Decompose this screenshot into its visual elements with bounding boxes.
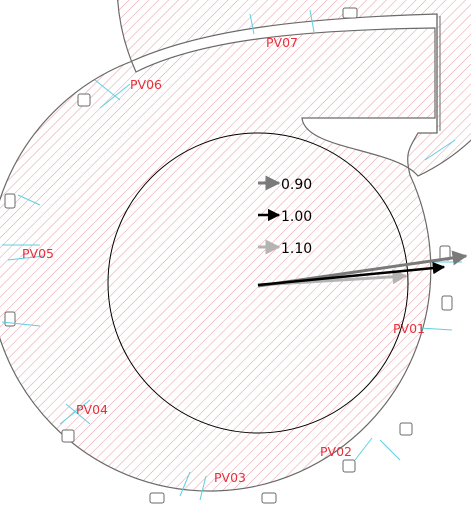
lug	[342, 7, 358, 19]
impeller-circle	[107, 132, 409, 434]
probe-marker	[379, 439, 401, 461]
probe-label-pv07: PV07	[266, 35, 298, 50]
probe-markers	[1, 9, 462, 501]
probe-label-pv01: PV01	[393, 321, 425, 336]
probe-marker	[199, 475, 207, 501]
volute-casing	[0, 0, 471, 492]
probe-label-pv05: PV05	[22, 246, 54, 261]
legend-label: 1.00	[281, 209, 312, 225]
legend-item-1-00: 1.00	[258, 208, 312, 225]
legend-item-0-90: 0.90	[258, 175, 312, 193]
probe-marker	[65, 403, 91, 425]
probe-labels: PV07 PV06 PV05 PV04 PV03 PV02 PV01	[22, 35, 425, 485]
legend: 0.90 1.00 1.10	[258, 175, 312, 257]
probe-label-pv02: PV02	[320, 444, 352, 459]
legend-label: 0.90	[281, 177, 312, 193]
probe-marker	[419, 327, 453, 331]
probe-marker	[424, 139, 456, 161]
probe-marker	[249, 13, 255, 35]
probe-marker	[354, 437, 373, 461]
probe-marker	[309, 9, 315, 33]
probe-marker	[7, 255, 45, 261]
velocity-vectors	[257, 250, 468, 288]
lug	[61, 429, 75, 443]
probe-marker	[1, 321, 41, 327]
probe-marker	[179, 471, 191, 497]
lug	[441, 295, 453, 311]
lug	[4, 193, 16, 209]
legend-label: 1.10	[281, 241, 312, 257]
probe-marker	[94, 79, 121, 101]
probe-label-pv03: PV03	[214, 470, 246, 485]
lug	[399, 422, 413, 436]
probe-label-pv06: PV06	[130, 77, 162, 92]
vector-1-00	[257, 261, 446, 287]
casing-section	[0, 0, 471, 492]
probe-label-pv04: PV04	[76, 402, 108, 417]
probe-marker	[17, 194, 41, 206]
lug	[261, 492, 277, 504]
lug	[149, 492, 165, 504]
lug	[77, 93, 91, 107]
lug	[342, 459, 356, 473]
legend-item-1-10: 1.10	[258, 239, 312, 257]
lug	[4, 311, 16, 327]
